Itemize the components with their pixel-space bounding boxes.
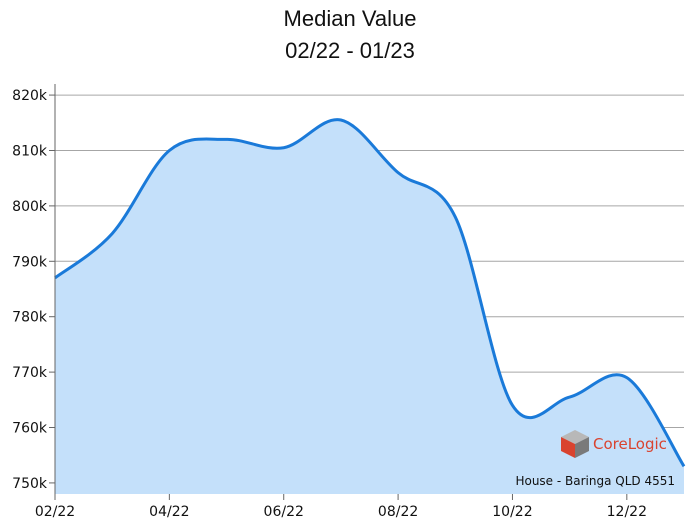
tick-labels: 750k 760k 770k 780k 790k 800k 810k 820k 02/22 04/… bbox=[12, 88, 647, 520]
x-tick-label: 10/22 bbox=[492, 504, 532, 520]
logo-text: CoreLogic bbox=[593, 435, 667, 453]
x-tick-label: 02/22 bbox=[35, 504, 75, 520]
chart-annotation: House - Baringa QLD 4551 bbox=[515, 474, 675, 488]
series-line bbox=[54, 118, 686, 468]
y-tick-label: 820k bbox=[12, 88, 48, 104]
logo-cube-right bbox=[575, 437, 589, 458]
x-tick-label: 08/22 bbox=[378, 504, 418, 520]
x-tick-label: 04/22 bbox=[149, 504, 189, 520]
y-tick-label: 760k bbox=[12, 421, 48, 437]
y-tick-label: 790k bbox=[12, 254, 48, 270]
x-tick-label: 12/22 bbox=[607, 504, 647, 520]
y-tick-label: 800k bbox=[12, 199, 48, 215]
y-tick-label: 770k bbox=[12, 365, 48, 381]
y-tick-label: 780k bbox=[12, 310, 48, 326]
chart-title: Median Value bbox=[283, 6, 417, 31]
y-tick-label: 750k bbox=[12, 476, 48, 492]
area-fill bbox=[55, 119, 684, 494]
chart-subtitle: 02/22 - 01/23 bbox=[285, 38, 415, 63]
logo-cube-left bbox=[561, 437, 575, 458]
x-tick-label: 06/22 bbox=[264, 504, 304, 520]
corelogic-logo: CoreLogic bbox=[561, 430, 667, 458]
axes bbox=[49, 84, 628, 500]
y-tick-label: 810k bbox=[12, 143, 48, 159]
